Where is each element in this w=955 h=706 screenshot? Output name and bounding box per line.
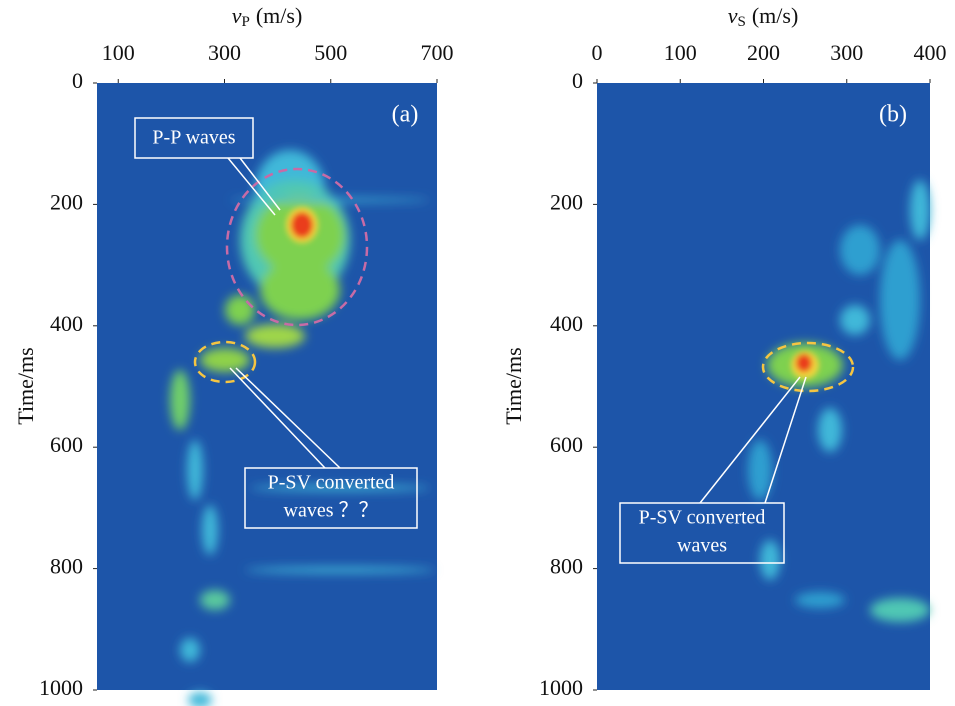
x-tick-label: 300 bbox=[208, 40, 241, 65]
x-tick-label: 200 bbox=[747, 40, 780, 65]
y-tick-label: 600 bbox=[50, 432, 83, 457]
x-label-subscript: S bbox=[737, 14, 745, 30]
annotation: P-P waves bbox=[152, 127, 235, 149]
x-label-symbol: v bbox=[728, 3, 738, 28]
x-label-subscript: P bbox=[241, 14, 249, 30]
x-tick-label: 100 bbox=[102, 40, 135, 65]
y-tick-label: 0 bbox=[572, 68, 583, 93]
y-tick-label: 600 bbox=[550, 432, 583, 457]
psv-ellipse bbox=[193, 340, 257, 384]
panel-label: (b) bbox=[879, 102, 907, 128]
annotation: P-SV converted bbox=[268, 472, 395, 494]
y-tick-label: 200 bbox=[550, 189, 583, 214]
panel-label: (a) bbox=[392, 102, 419, 128]
y-tick-label: 0 bbox=[72, 68, 83, 93]
x-tick-label: 300 bbox=[830, 40, 863, 65]
y-tick-label: 400 bbox=[550, 311, 583, 336]
x-tick-label: 100 bbox=[664, 40, 697, 65]
x-label-unit: (m/s) bbox=[256, 3, 302, 28]
annotation-frames bbox=[134, 117, 807, 564]
annotation: waves bbox=[677, 535, 727, 557]
y-tick-label: 200 bbox=[50, 189, 83, 214]
y-tick-label: 800 bbox=[50, 554, 83, 579]
psv-ellipse bbox=[761, 341, 855, 393]
y-axis-label: Time/ms bbox=[13, 347, 38, 424]
y-tick-label: 800 bbox=[550, 554, 583, 579]
x-tick-label: 700 bbox=[421, 40, 454, 65]
y-tick-label: 400 bbox=[50, 311, 83, 336]
x-axis-label: vP (m/s) bbox=[232, 3, 303, 30]
pp-circle bbox=[225, 167, 369, 327]
plot-area bbox=[597, 83, 930, 690]
x-label-symbol: v bbox=[232, 3, 242, 28]
y-tick-label: 1000 bbox=[539, 675, 583, 700]
x-label-unit: (m/s) bbox=[752, 3, 798, 28]
y-tick-label: 1000 bbox=[39, 675, 83, 700]
y-axis-label: Time/ms bbox=[501, 347, 526, 424]
annotation: P-SV converted bbox=[639, 507, 766, 529]
energy-blobs bbox=[748, 180, 930, 622]
x-axis-label: vS (m/s) bbox=[728, 3, 799, 30]
energy-peaks bbox=[286, 207, 318, 243]
x-tick-label: 0 bbox=[592, 40, 603, 65]
x-tick-label: 500 bbox=[314, 40, 347, 65]
annotation: waves ？？ bbox=[284, 500, 379, 522]
energy-peaks bbox=[791, 351, 819, 379]
x-tick-label: 400 bbox=[914, 40, 947, 65]
